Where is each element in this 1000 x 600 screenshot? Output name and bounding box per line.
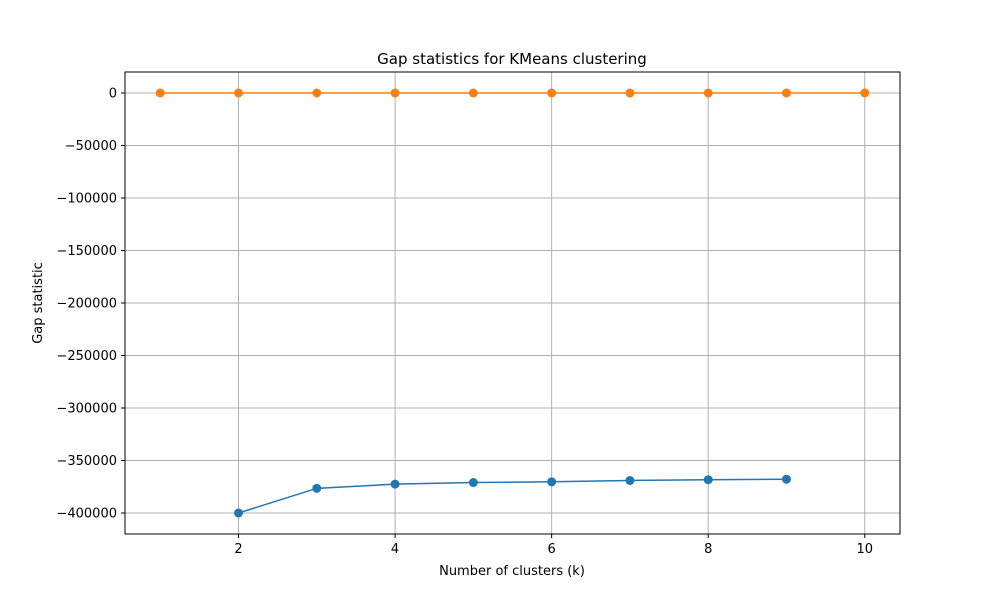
x-tick-label: 2 <box>234 542 242 557</box>
y-tick-label: −400000 <box>56 507 117 522</box>
series-1 <box>234 474 791 518</box>
series-1-point <box>625 475 635 485</box>
series-2-point <box>860 88 870 98</box>
x-tick-label: 4 <box>391 542 399 557</box>
y-axis-label: Gap statistic <box>31 262 46 344</box>
series-2-point <box>781 88 791 98</box>
x-tick-label: 6 <box>548 542 556 557</box>
series-1-point <box>390 479 400 489</box>
series-1-point <box>234 508 244 518</box>
y-tick-label: −150000 <box>56 244 117 259</box>
y-tick-label: −350000 <box>56 454 117 469</box>
series-2 <box>155 88 870 98</box>
y-tick-label: −100000 <box>56 192 117 207</box>
y-tick-label: 0 <box>109 87 117 102</box>
series-2-point <box>625 88 635 98</box>
ticks: 2 4 6 8 10 0 −50000 −100000 −150000 −200000 −25000… <box>56 87 873 558</box>
y-tick-label: −250000 <box>56 349 117 364</box>
series-2-point <box>234 88 244 98</box>
series-1-point <box>703 475 713 485</box>
series-1-line <box>238 478 787 514</box>
x-axis-label: Number of clusters (k) <box>439 564 585 579</box>
series-2-point <box>155 88 165 98</box>
x-tick-label: 8 <box>704 542 712 557</box>
series-2-point <box>312 88 322 98</box>
chart-title: Gap statistics for KMeans clustering <box>377 50 647 68</box>
series-1-point <box>312 483 322 493</box>
series-1-point <box>547 477 557 487</box>
series-2-point <box>390 88 400 98</box>
x-tick-label: 10 <box>856 542 873 557</box>
series-layer <box>155 88 870 518</box>
series-2-point <box>547 88 557 98</box>
series-2-point <box>468 88 478 98</box>
series-1-point <box>781 474 791 484</box>
y-tick-label: −50000 <box>65 139 117 154</box>
series-1-point <box>468 478 478 488</box>
y-tick-label: −200000 <box>56 297 117 312</box>
y-tick-label: −300000 <box>56 402 117 417</box>
series-2-point <box>703 88 713 98</box>
